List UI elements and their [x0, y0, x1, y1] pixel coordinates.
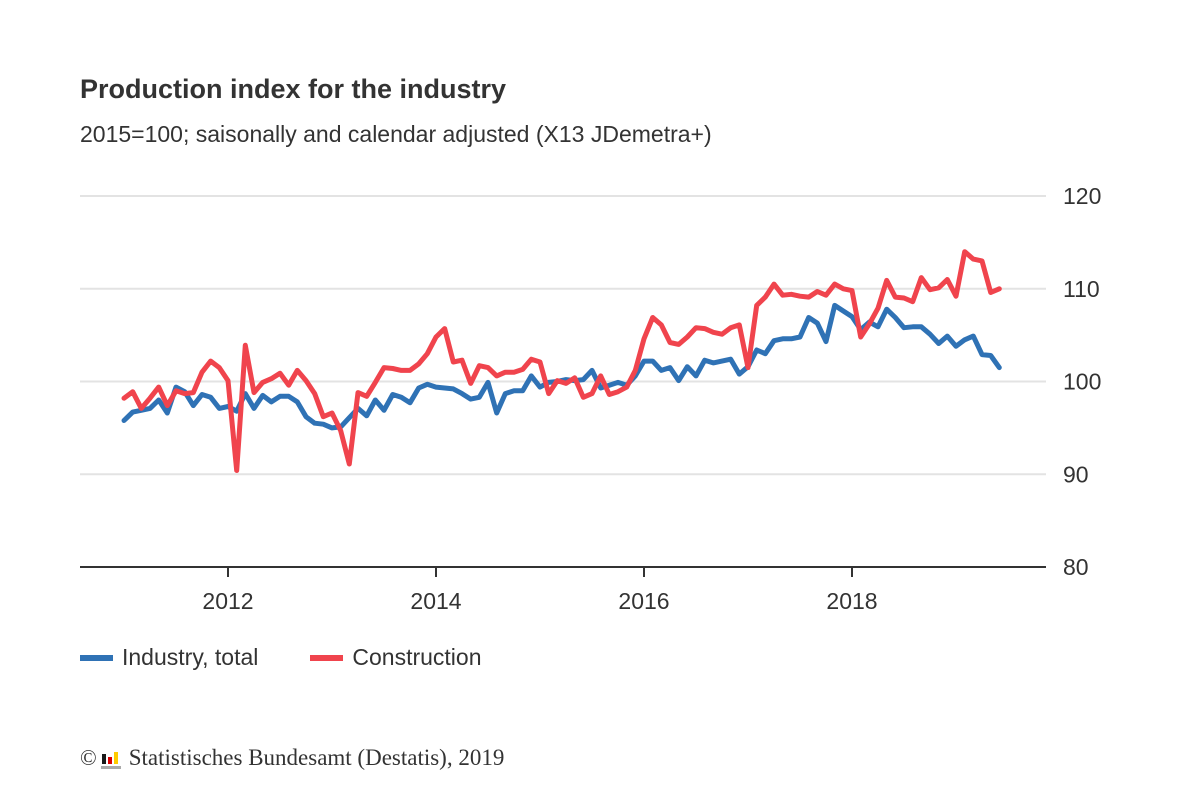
copyright-icon: ©	[80, 745, 97, 770]
y-tick-label-80: 80	[1063, 554, 1089, 580]
series-lines	[121, 249, 1002, 473]
legend-swatch-industry-total	[80, 654, 113, 661]
legend: Industry, total Construction	[80, 644, 534, 671]
source-text: Statistisches Bundesamt (Destatis), 2019	[128, 745, 505, 770]
y-tick-label-90: 90	[1063, 461, 1089, 487]
destatis-logo-icon	[100, 747, 121, 769]
y-tick-label-110: 110	[1063, 276, 1100, 302]
x-tick-label-2018: 2018	[826, 588, 877, 614]
legend-label-industry-total: Industry, total	[122, 644, 259, 670]
y-tick-label-120: 120	[1063, 183, 1101, 209]
legend-swatch-construction	[310, 654, 344, 661]
x-tick-label-2014: 2014	[410, 588, 461, 614]
source-footer: © Statistisches Bundesamt (Destatis), 20…	[80, 745, 504, 771]
series-line-construction	[121, 249, 1002, 473]
x-tick-label-2016: 2016	[618, 588, 669, 614]
x-tick-label-2012: 2012	[202, 588, 253, 614]
line-chart: 2012 2014 2016 2018 80 90 100 110 120	[80, 183, 1101, 614]
chart-subtitle: 2015=100; saisonally and calendar adjust…	[80, 121, 712, 147]
x-axis: 2012 2014 2016 2018	[80, 566, 1046, 614]
y-tick-label-100: 100	[1063, 369, 1101, 395]
legend-label-construction: Construction	[352, 644, 482, 670]
y-axis: 80 90 100 110 120	[1063, 183, 1101, 580]
chart-title: Production index for the industry	[80, 74, 507, 104]
gridlines	[80, 195, 1046, 476]
legend-item-construction[interactable]: Construction	[310, 644, 482, 671]
legend-item-industry-total[interactable]: Industry, total	[80, 644, 258, 671]
